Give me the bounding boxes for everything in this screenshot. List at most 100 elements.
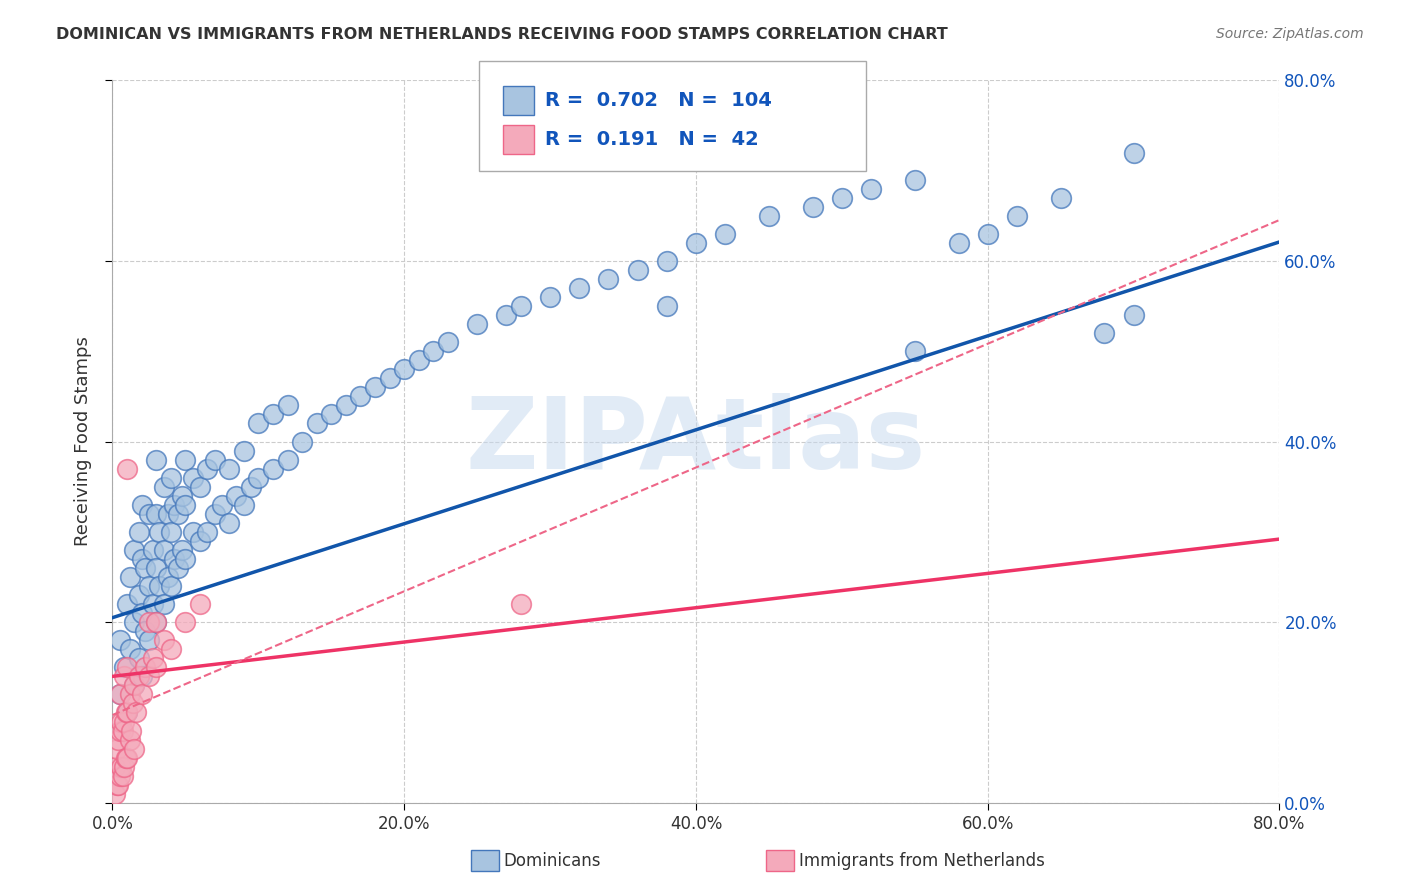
Point xyxy=(131,552,153,566)
Point xyxy=(408,353,430,368)
Point xyxy=(108,723,131,738)
Point xyxy=(110,714,132,729)
Point xyxy=(195,524,218,539)
Point xyxy=(188,597,211,611)
Point xyxy=(105,778,128,792)
Point xyxy=(172,542,194,557)
Point xyxy=(107,732,129,747)
Point xyxy=(232,443,254,458)
Point xyxy=(104,760,127,774)
Point xyxy=(110,760,132,774)
Point xyxy=(138,507,160,521)
Point xyxy=(598,272,620,286)
Point xyxy=(174,498,197,512)
Point xyxy=(160,642,183,657)
Point xyxy=(107,778,129,792)
Text: Source: ZipAtlas.com: Source: ZipAtlas.com xyxy=(1216,27,1364,41)
Point xyxy=(976,227,998,241)
Point xyxy=(105,741,128,756)
Point xyxy=(112,660,135,674)
Point xyxy=(262,461,284,475)
Point xyxy=(108,687,131,701)
Point xyxy=(128,669,150,683)
Point xyxy=(145,561,167,575)
Point xyxy=(232,498,254,512)
Point xyxy=(172,489,194,503)
Point xyxy=(128,524,150,539)
Text: R =  0.191   N =  42: R = 0.191 N = 42 xyxy=(546,130,759,149)
Point xyxy=(422,344,444,359)
Text: Immigrants from Netherlands: Immigrants from Netherlands xyxy=(799,852,1045,870)
Point xyxy=(138,633,160,648)
Point xyxy=(145,615,167,630)
Point xyxy=(509,597,531,611)
Point xyxy=(131,687,153,701)
Point xyxy=(104,787,127,801)
Point xyxy=(181,471,204,485)
Point xyxy=(152,480,174,494)
Point xyxy=(188,480,211,494)
Point xyxy=(364,380,387,394)
Point xyxy=(163,552,186,566)
Point xyxy=(120,723,142,738)
Point xyxy=(291,434,314,449)
Point xyxy=(138,615,160,630)
Point xyxy=(142,651,165,665)
Point xyxy=(142,542,165,557)
Point xyxy=(181,524,204,539)
Point xyxy=(108,633,131,648)
Point xyxy=(148,524,170,539)
Point xyxy=(124,542,146,557)
Point xyxy=(349,389,371,403)
Point xyxy=(131,498,153,512)
Point xyxy=(204,507,226,521)
Point xyxy=(465,317,488,331)
Point xyxy=(124,678,146,692)
Point xyxy=(156,570,179,584)
Point xyxy=(108,687,131,701)
Point xyxy=(335,398,357,412)
Point xyxy=(1122,308,1144,322)
Point xyxy=(262,408,284,422)
Point xyxy=(128,588,150,602)
Point xyxy=(142,597,165,611)
Point xyxy=(948,235,970,250)
Point xyxy=(163,498,186,512)
Point xyxy=(904,344,927,359)
Point xyxy=(394,362,416,376)
Point xyxy=(148,579,170,593)
Text: Dominicans: Dominicans xyxy=(503,852,600,870)
Point xyxy=(118,570,141,584)
Point xyxy=(118,732,141,747)
Point xyxy=(152,597,174,611)
Point xyxy=(204,452,226,467)
Point xyxy=(1049,191,1071,205)
Point xyxy=(218,461,240,475)
Point xyxy=(114,706,136,720)
Point xyxy=(112,669,135,683)
Text: DOMINICAN VS IMMIGRANTS FROM NETHERLANDS RECEIVING FOOD STAMPS CORRELATION CHART: DOMINICAN VS IMMIGRANTS FROM NETHERLANDS… xyxy=(56,27,948,42)
Point xyxy=(904,172,927,186)
Point xyxy=(112,714,135,729)
Point xyxy=(655,299,678,313)
Point xyxy=(131,606,153,620)
Point xyxy=(115,750,138,764)
Point xyxy=(276,452,298,467)
Point xyxy=(211,498,233,512)
Point xyxy=(714,227,737,241)
Point xyxy=(118,687,141,701)
Point xyxy=(247,417,270,431)
Point xyxy=(378,371,401,385)
Point xyxy=(160,579,183,593)
Point xyxy=(174,452,197,467)
Point xyxy=(627,145,650,160)
Point xyxy=(276,398,298,412)
Point xyxy=(115,461,138,475)
Point xyxy=(145,452,167,467)
Point xyxy=(128,651,150,665)
Point xyxy=(240,480,263,494)
Point xyxy=(145,507,167,521)
Point xyxy=(801,200,824,214)
Point xyxy=(160,524,183,539)
Point xyxy=(131,669,153,683)
